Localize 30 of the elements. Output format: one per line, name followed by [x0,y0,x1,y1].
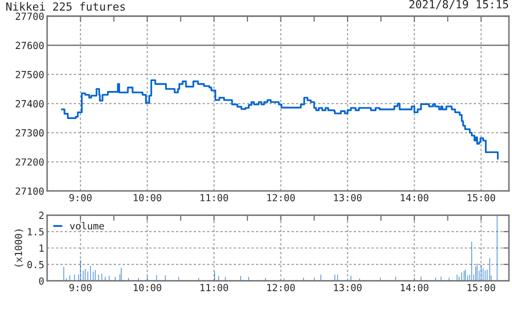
x-tick-label: 9:00 [69,284,92,292]
y-tick-label: 27200 [16,158,44,166]
y-tick-label: 1 [40,244,44,252]
y-tick-label: 27300 [16,129,44,137]
x-tick-label: 12:00 [267,284,295,292]
x-tick-label: 15:00 [468,194,496,202]
x-tick-label: 13:00 [334,284,362,292]
legend-label: volume [70,222,104,230]
y-tick-label: 1.5 [28,228,44,236]
x-tick-label: 11:00 [200,194,228,202]
x-tick-label: 12:00 [267,194,295,202]
text: 2021/8/19 15:15 [409,0,508,10]
x-tick-label: 9:00 [69,194,92,202]
y-tick-label: 2 [39,212,44,219]
y-tick-label: 27100 [16,187,44,195]
x-tick-label: 10:00 [134,284,162,292]
x-tick-label: 14:00 [400,194,428,202]
y-tick-label: 27400 [16,100,44,108]
x-tick-label: 10:00 [134,194,162,202]
y-tick-label: 27500 [16,70,44,78]
x-tick-label: 11:00 [200,284,228,292]
y-tick-label: 27700 [16,12,44,20]
x-tick-label: 15:00 [468,284,496,292]
y-axis-title: (x1000) [14,230,24,266]
y-tick-label: 0.5 [27,260,44,268]
y-tick-label: 0 [39,277,44,285]
y-tick-label: 27600 [16,42,44,50]
x-tick-label: 13:00 [334,194,362,202]
x-tick-label: 14:00 [400,284,428,292]
chart-title: Nikkei 225 futures [6,2,125,11]
